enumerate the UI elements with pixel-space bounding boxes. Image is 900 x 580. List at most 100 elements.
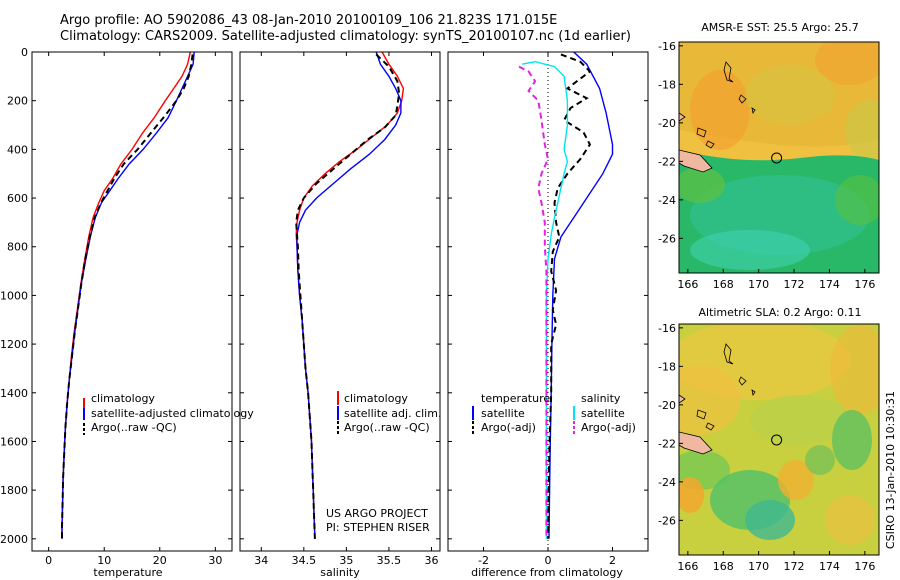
y-tick-label: 1000 [0, 289, 28, 302]
series-line-1 [296, 52, 402, 539]
x-tick-label: 34.5 [292, 554, 317, 567]
series-line-0 [548, 52, 614, 539]
salinity-panel: 34 34.5 35 35.5 36 salinity climatology sate… [239, 51, 441, 579]
y-tick-label: 1600 [0, 435, 28, 448]
legend-sal-satellite: satellite [581, 407, 625, 420]
y-tick-label: 200 [7, 95, 28, 108]
x-tick-label: 35 [339, 554, 353, 567]
salinity-series [295, 52, 405, 539]
sst-map-title: AMSR-E SST: 25.5 Argo: 25.7 [701, 21, 859, 34]
x-tick-label: -2 [478, 554, 489, 567]
sla-map-panel: Altimetric SLA: 0.2 Argo: 0.11 166 16 [658, 306, 880, 573]
map-y-tick-label: -20 [658, 117, 676, 130]
island-outline [723, 343, 734, 365]
map-x-tick-label: 170 [748, 560, 769, 573]
map-x-tick-label: 168 [713, 278, 734, 291]
island-outline [738, 94, 747, 104]
x-tick-label: 35.5 [377, 554, 402, 567]
sla-map-frame [678, 323, 880, 556]
sla-map-title: Altimetric SLA: 0.2 Argo: 0.11 [698, 306, 861, 319]
sst-map-field [679, 42, 879, 273]
map-y-tick-label: -26 [658, 232, 676, 245]
salinity-axes-box [239, 51, 441, 552]
temperature-series [61, 52, 195, 539]
island-outline [696, 409, 707, 420]
y-tick-label: 2000 [0, 533, 28, 546]
legend-satellite-adjusted: satellite-adjusted climatology [91, 407, 254, 420]
map-y-tick-label: -26 [658, 514, 676, 527]
sla-profile-marker [771, 434, 783, 446]
x-tick-label: 10 [97, 554, 111, 567]
legend-argo: Argo(..raw -QC) [91, 421, 177, 434]
difference-xlabel: difference from climatology [471, 566, 623, 579]
island-outline [751, 107, 756, 115]
y-tick-label: 1400 [0, 387, 28, 400]
x-tick-label: 0 [545, 554, 552, 567]
y-tick-label: 600 [7, 192, 28, 205]
map-x-tick-label: 166 [677, 560, 698, 573]
difference-panel: -2 0 2 difference from climatology tempera… [447, 51, 649, 579]
pi-credit: PI: STEPHEN RISER [326, 521, 430, 534]
header-line-1: Argo profile: AO 5902086_43 08-Jan-2010 … [60, 13, 558, 28]
island-outline [723, 61, 734, 83]
series-line-3 [518, 65, 550, 539]
island-outline [751, 389, 756, 397]
map-x-tick-label: 172 [784, 278, 805, 291]
island-outline [738, 376, 747, 386]
series-line-1 [547, 53, 592, 539]
map-x-tick-label: 176 [854, 278, 875, 291]
land-mass [679, 431, 713, 455]
legend-climatology: climatology [344, 392, 408, 405]
land-mass [679, 394, 686, 404]
salinity-x-ticks: 34 34.5 35 35.5 36 [254, 52, 438, 567]
x-tick-label: 0 [45, 554, 52, 567]
y-tick-label: 400 [7, 143, 28, 156]
land-mass [679, 112, 686, 122]
map-x-tick-label: 168 [713, 560, 734, 573]
x-tick-label: 20 [153, 554, 167, 567]
map-y-tick-label: -20 [658, 399, 676, 412]
sst-map-panel: AMSR-E SST: 25.5 Argo: 25.7 166 168 170 172… [658, 21, 880, 291]
series-line-2 [522, 60, 569, 539]
sla-map-ticks: 166 168 170 172 174 176 -16 -18 -20 -22 -24 -26 [658, 322, 875, 573]
sla-map-field [679, 324, 879, 555]
map-x-tick-label: 170 [748, 278, 769, 291]
x-tick-label: 36 [424, 554, 438, 567]
map-x-tick-label: 166 [677, 278, 698, 291]
map-y-tick-label: -24 [658, 194, 676, 207]
timestamp-stamp: CSIRO 13-Jan-2010 10:30:31 [884, 391, 897, 549]
series-line-1 [61, 52, 195, 539]
series-line-0 [61, 52, 191, 539]
project-credit: US ARGO PROJECT [326, 507, 428, 520]
legend-temperature-title: temperature [481, 392, 550, 405]
difference-series [518, 52, 614, 551]
salinity-xlabel: salinity [320, 566, 360, 579]
map-x-tick-label: 174 [819, 278, 840, 291]
map-y-tick-label: -16 [658, 40, 676, 53]
map-x-tick-label: 174 [819, 560, 840, 573]
map-y-tick-label: -22 [658, 155, 676, 168]
island-outline [705, 422, 715, 431]
header-line-2: Climatology: CARS2009. Satellite-adjuste… [60, 29, 631, 44]
island-outline [705, 140, 715, 149]
sst-map-frame [678, 41, 880, 274]
island-outline [696, 127, 707, 138]
sst-map-ticks: 166 168 170 172 174 176 -16 -18 -20 -22 -24 -26 [658, 40, 875, 291]
legend-satellite-adj: satellite adj. clim. [344, 407, 441, 420]
temperature-x-ticks: 0 10 20 30 [45, 52, 222, 567]
x-tick-label: 30 [208, 554, 222, 567]
series-line-2 [295, 53, 401, 539]
difference-x-ticks: -2 0 2 [478, 52, 616, 567]
difference-legend: temperature satellite Argo(-adj) salinit… [472, 392, 636, 435]
map-x-tick-label: 176 [854, 560, 875, 573]
legend-temp-satellite: satellite [481, 407, 525, 420]
map-y-tick-label: -24 [658, 476, 676, 489]
land-mass [679, 149, 713, 173]
temperature-axes-box [31, 51, 233, 552]
legend-salinity-title: salinity [581, 392, 621, 405]
y-tick-label: 800 [7, 241, 28, 254]
salinity-legend: climatology satellite adj. clim. Argo(..… [337, 391, 441, 435]
legend-temp-argo: Argo(-adj) [481, 421, 536, 434]
